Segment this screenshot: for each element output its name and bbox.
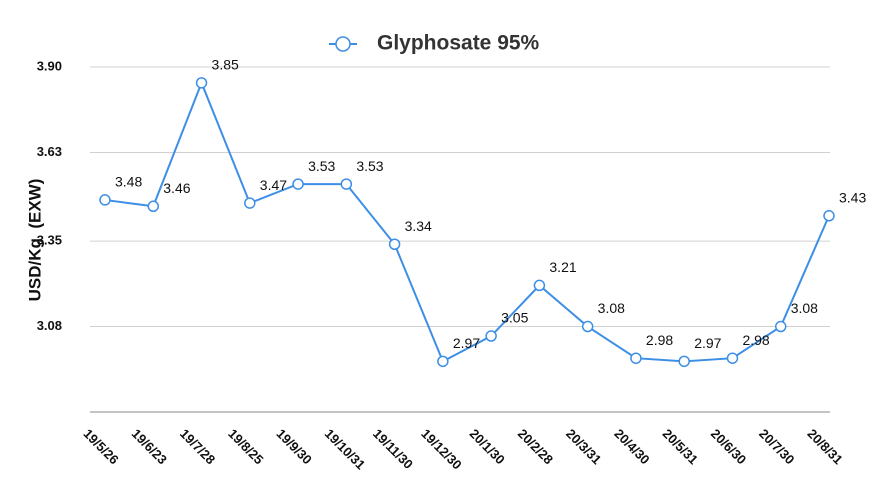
x-tick-label: 19/5/26	[80, 426, 121, 467]
data-label: 3.08	[791, 300, 818, 316]
data-label: 3.53	[356, 158, 383, 174]
y-tick-label: 3.08	[37, 318, 62, 333]
data-label: 2.97	[453, 335, 480, 351]
legend-marker	[335, 36, 351, 52]
x-tick-label: 19/6/23	[129, 426, 170, 467]
x-tick-label: 19/7/28	[177, 426, 218, 467]
data-label: 2.98	[742, 332, 769, 348]
data-point	[244, 197, 256, 209]
data-label: 3.34	[405, 218, 432, 234]
x-tick-label: 19/10/31	[322, 426, 368, 472]
data-point	[340, 178, 353, 190]
legend-label: Glyphosate 95%	[377, 32, 540, 55]
x-tick-label: 19/8/25	[225, 426, 266, 467]
data-label: 3.47	[260, 177, 287, 193]
x-tick-label: 19/12/30	[418, 426, 464, 472]
data-point	[630, 352, 642, 364]
data-point	[678, 355, 690, 368]
data-label: 3.43	[839, 189, 866, 205]
x-tick-label: 20/6/30	[708, 426, 749, 467]
data-point	[581, 320, 594, 333]
x-tick-label: 20/7/30	[756, 426, 797, 467]
data-point	[485, 330, 497, 342]
x-tick-label: 20/2/28	[515, 426, 556, 467]
data-point	[147, 200, 160, 213]
data-point	[533, 279, 546, 292]
data-label: 2.98	[646, 332, 673, 348]
y-axis-label: USD/Kg (EXW)	[25, 179, 44, 302]
y-tick-label: 3.90	[37, 58, 62, 73]
x-tick-label: 20/5/31	[660, 426, 701, 467]
data-point	[99, 194, 111, 206]
data-point	[292, 178, 304, 190]
data-point	[726, 352, 739, 364]
data-point	[195, 77, 208, 89]
data-label: 2.97	[694, 335, 721, 351]
data-point	[823, 210, 835, 222]
x-tick-label: 19/11/30	[370, 426, 416, 472]
data-label: 3.08	[598, 300, 625, 316]
data-label: 3.48	[115, 174, 142, 190]
data-label: 3.46	[163, 180, 190, 196]
data-point	[774, 320, 787, 333]
data-point	[388, 238, 401, 250]
data-label: 3.21	[549, 259, 576, 275]
x-tick-label: 20/3/31	[563, 426, 604, 467]
x-tick-label: 20/1/30	[467, 426, 508, 467]
data-point	[437, 355, 449, 368]
x-tick-label: 20/8/31	[804, 426, 845, 467]
x-tick-label: 19/9/30	[274, 426, 315, 467]
data-label: 3.85	[212, 57, 239, 73]
y-tick-label: 3.63	[37, 144, 62, 159]
y-tick-label: 3.35	[37, 233, 62, 248]
series-line	[104, 80, 830, 363]
data-label: 3.53	[308, 158, 335, 174]
x-tick-label: 20/4/30	[611, 426, 652, 467]
data-label: 3.05	[501, 310, 528, 326]
